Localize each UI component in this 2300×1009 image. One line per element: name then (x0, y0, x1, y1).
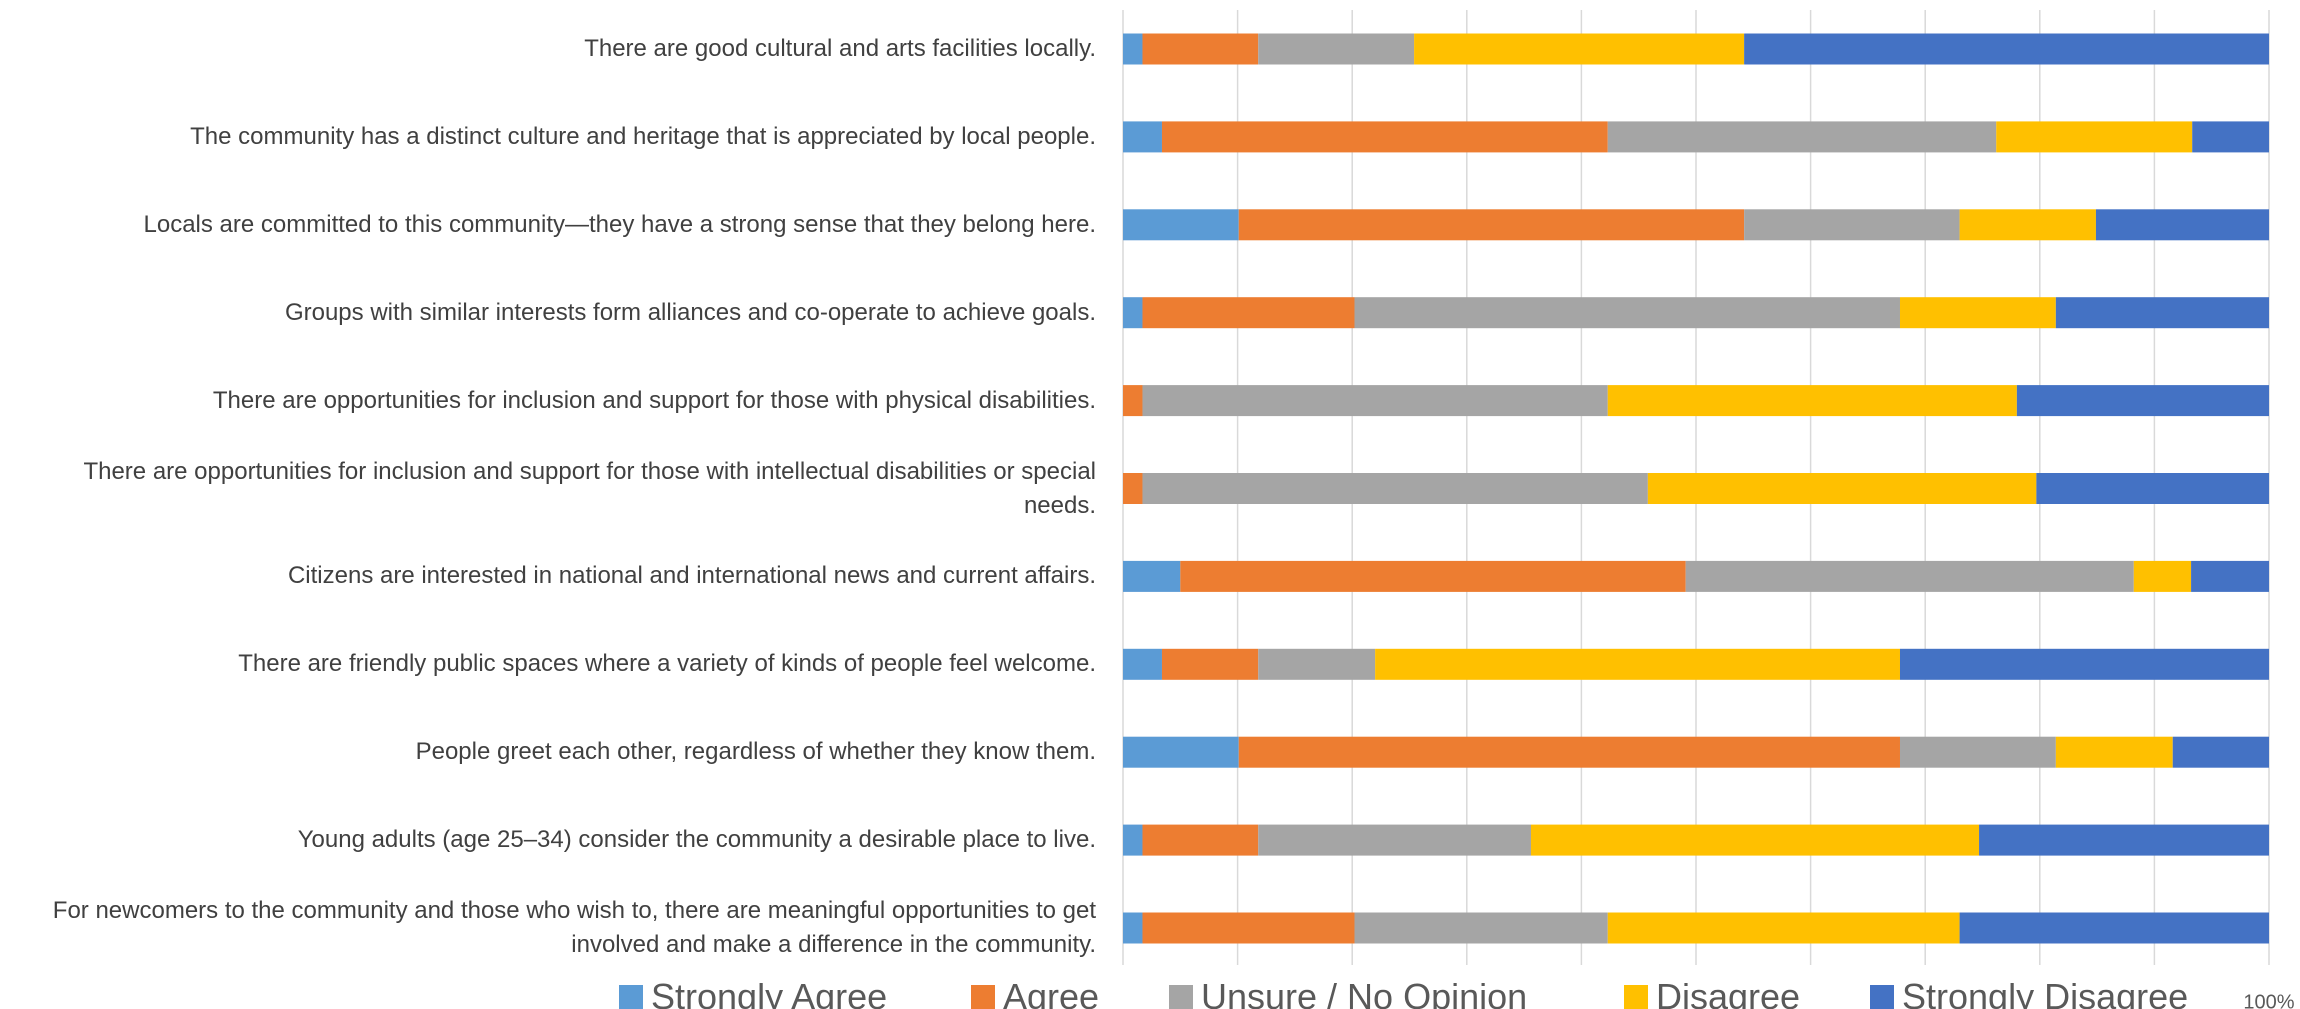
y-tick-label: Groups with similar interests form allia… (284, 298, 1096, 326)
bar-segment (1354, 297, 1900, 329)
bar-segment (1238, 736, 1900, 768)
bar-segment (1375, 648, 1900, 680)
bar-segment (1123, 560, 1181, 592)
bar-segment (1607, 385, 2017, 417)
bar-segment (1238, 209, 1745, 241)
y-tick-label: People greet each other, regardless of w… (415, 738, 1096, 766)
bar-segment (1258, 33, 1415, 65)
bar-segment (2095, 209, 2269, 241)
bar-segment (1123, 736, 1239, 768)
bar-segment (2016, 385, 2269, 417)
bar-segment (1744, 209, 1960, 241)
x-tick-label: 100% (2243, 991, 2295, 1009)
bar-segment (2036, 473, 2269, 504)
legend-label: Disagree (1656, 976, 1801, 1009)
bar-segment (2055, 736, 2173, 768)
bar-segment (1530, 824, 1980, 856)
bar-segment (1123, 648, 1162, 680)
bar-segment (2133, 560, 2192, 592)
legend-label: Unsure / No Opinion (1201, 976, 1528, 1009)
bar-segment (1685, 560, 2134, 592)
bar-segment (1142, 824, 1259, 856)
y-tick-label: Citizens are interested in national and … (287, 562, 1096, 590)
bar-segment (1161, 648, 1259, 680)
bar-segment (1142, 912, 1355, 944)
bar-segment (1258, 648, 1376, 680)
bar-segment (1744, 33, 2269, 65)
y-tick-label: Young adults (age 25–34) consider the co… (297, 826, 1096, 854)
bar-segment (1123, 824, 1143, 856)
y-tick-label: For newcomers to the community and those… (52, 897, 1096, 958)
bar-segment (1123, 385, 1143, 417)
bar-segment (1123, 33, 1143, 65)
bar-segment (1142, 473, 1648, 504)
bar-segment (2192, 121, 2269, 153)
bar-segment (2055, 297, 2269, 329)
legend-swatch (1624, 985, 1648, 1009)
bar-segment (2172, 736, 2269, 768)
bar-segment (1258, 824, 1531, 856)
legend-swatch (1169, 985, 1193, 1009)
bar-segment (1123, 473, 1143, 504)
bar-segment (1142, 385, 1608, 417)
y-tick-label: Locals are committed to this community—t… (143, 210, 1097, 238)
legend-label: Agree (1003, 976, 1100, 1009)
bar-segment (1123, 121, 1162, 153)
bar-segment (1959, 209, 2096, 241)
y-tick-label: The community has a distinct culture and… (190, 122, 1096, 150)
y-tick-label: There are good cultural and arts facilit… (584, 35, 1096, 62)
bar-segment (1899, 648, 2269, 680)
bar-segment (1354, 912, 1608, 944)
y-tick-label: There are opportunities for inclusion an… (83, 457, 1096, 519)
bar-segment (1996, 121, 2193, 153)
bar-segment (1123, 297, 1143, 329)
bar-segment (1979, 824, 2269, 856)
bar-segment (1607, 912, 1960, 944)
legend-label: Strongly Agree (651, 976, 888, 1009)
bar-segment (1959, 912, 2269, 944)
bar-segment (1123, 209, 1239, 241)
bar-segment (1647, 473, 2037, 504)
bar-segment (1123, 912, 1143, 944)
legend-label: Strongly Disagree (1902, 976, 2189, 1009)
bar-segment (1607, 121, 1997, 153)
legend-swatch (619, 985, 643, 1009)
legend-swatch (1870, 985, 1894, 1009)
bar-segment (1899, 297, 2056, 329)
y-tick-label: There are opportunities for inclusion an… (212, 386, 1096, 414)
bar-segment (1142, 297, 1355, 329)
bar-segment (1142, 33, 1259, 65)
bar-segment (1899, 736, 2056, 768)
bar-segment (1414, 33, 1745, 65)
bar-segment (1161, 121, 1608, 153)
bar-segment (1180, 560, 1686, 592)
y-tick-label: There are friendly public spaces where a… (238, 650, 1096, 678)
bar-segment (2191, 560, 2269, 592)
legend-swatch (971, 985, 995, 1009)
